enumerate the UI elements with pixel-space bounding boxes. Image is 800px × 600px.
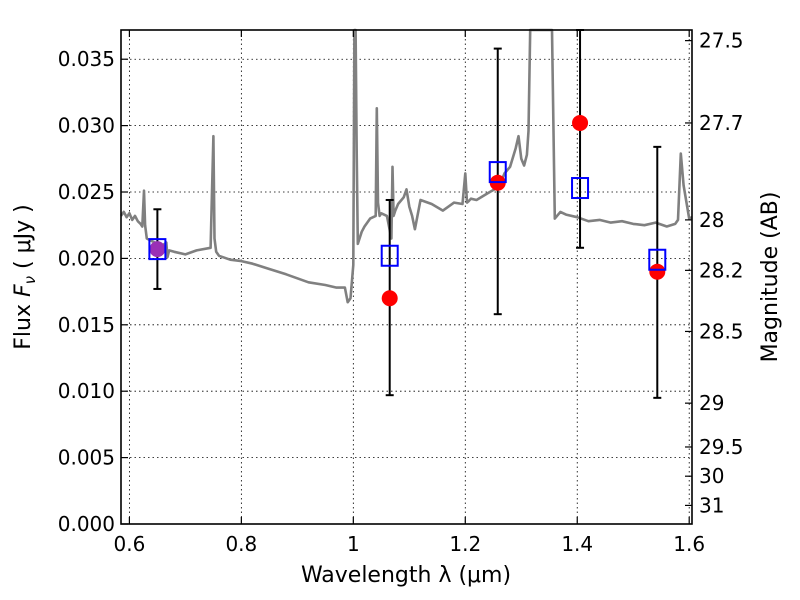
observed-point xyxy=(381,290,398,307)
errorbars xyxy=(153,29,662,399)
right-tick-label: 29.5 xyxy=(699,435,744,459)
axis-ticks xyxy=(121,30,692,525)
y-axis-label-symbol: F xyxy=(11,284,36,297)
observed-point xyxy=(572,114,589,131)
right-tick-label: 28 xyxy=(699,208,724,232)
model-band-marker xyxy=(148,238,167,261)
y-axis-label-prefix: Flux xyxy=(11,297,36,350)
right-tick-label: 27.5 xyxy=(699,29,744,53)
right-tick-label: 28.5 xyxy=(699,319,744,343)
model-band-markers xyxy=(148,161,667,271)
model-band-marker xyxy=(380,244,399,267)
model-spectrum-line xyxy=(119,28,693,304)
x-tick-label: 1.2 xyxy=(449,532,481,556)
observed-point xyxy=(149,241,166,258)
y-tick-label: 0.005 xyxy=(58,446,115,470)
grid-layer xyxy=(121,30,692,524)
plot-area xyxy=(119,28,693,399)
y-tick-label: 0.010 xyxy=(58,379,115,403)
y-tick-label: 0.035 xyxy=(58,47,115,71)
x-tick-label: 0.6 xyxy=(113,532,145,556)
y-tick-label: 0.000 xyxy=(58,512,115,536)
y-axis-label: Flux Fν ( μJy ) xyxy=(11,204,39,349)
observed-points xyxy=(149,114,666,307)
x-tick-label: 1.4 xyxy=(561,532,593,556)
x-tick-label: 0.8 xyxy=(225,532,257,556)
right-tick-label: 29 xyxy=(699,391,724,415)
right-tick-label: 28.2 xyxy=(699,258,744,282)
x-tick-label: 1.6 xyxy=(673,532,705,556)
right-tick-label: 27.7 xyxy=(699,111,744,135)
y-tick-label: 0.020 xyxy=(58,246,115,270)
tick-labels: 0.6 0.8 1 1.2 1.4 1.6 0.000 0.005 0.010 0.015 0.02… xyxy=(58,29,744,556)
y-tick-label: 0.025 xyxy=(58,180,115,204)
right-tick-label: 31 xyxy=(699,493,724,517)
y-axis-label-unit: ( μJy ) xyxy=(11,204,36,276)
y-axis-label-subscript: ν xyxy=(21,276,39,284)
x-axis-label: Wavelength λ (μm) xyxy=(301,563,511,588)
plot-frame xyxy=(120,29,693,525)
right-tick-label: 30 xyxy=(699,464,724,488)
model-band-marker xyxy=(488,161,507,184)
y-tick-label: 0.030 xyxy=(58,114,115,138)
x-tick-label: 1 xyxy=(347,532,360,556)
model-band-marker xyxy=(571,177,590,200)
model-band-marker xyxy=(648,248,667,271)
right-axis-label: Magnitude (AB) xyxy=(758,192,783,363)
observed-point xyxy=(649,263,666,280)
y-tick-label: 0.015 xyxy=(58,313,115,337)
